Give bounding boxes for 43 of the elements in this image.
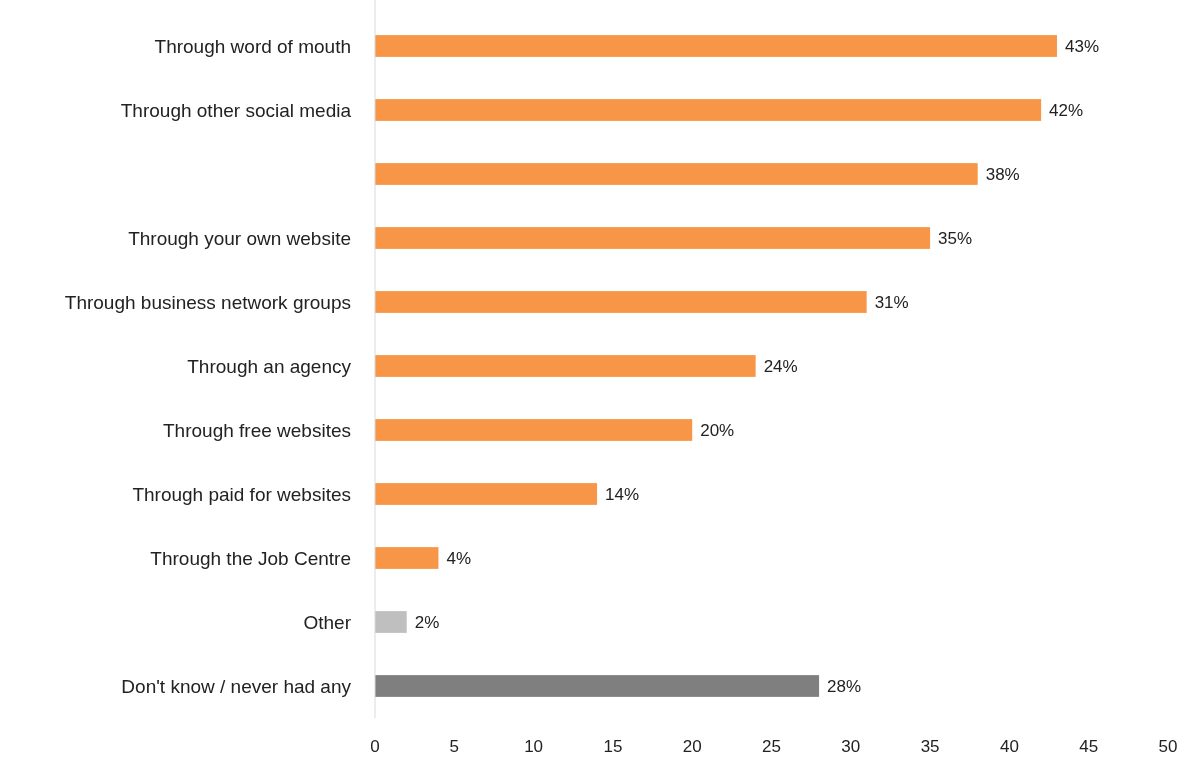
data-label: 24% (763, 356, 798, 376)
bar (375, 547, 439, 569)
y-tick-label: Through paid for websites (132, 483, 351, 505)
x-tick-label: 10 (524, 737, 544, 756)
data-label: 20% (700, 420, 735, 440)
x-tick-label: 40 (999, 737, 1019, 756)
bar (375, 291, 867, 313)
y-tick-label: Through your own website (128, 227, 351, 249)
y-tick-label: Through free websites (163, 419, 351, 441)
x-tick-label: 20 (682, 737, 702, 756)
data-label: 28% (827, 676, 862, 696)
y-tick-label: Through other social media (120, 99, 352, 121)
bar (375, 227, 931, 249)
x-tick-label: 30 (841, 737, 861, 756)
bar (375, 483, 598, 505)
data-label: 2% (414, 612, 440, 632)
data-label: 38% (985, 164, 1020, 184)
bar (375, 611, 407, 633)
y-tick-label: Other (303, 611, 352, 633)
data-label: 4% (446, 548, 472, 568)
data-label: 42% (1049, 100, 1084, 120)
y-tick-label: Through the Job Centre (150, 547, 351, 569)
bar (375, 419, 693, 441)
data-label: 43% (1064, 36, 1100, 56)
x-tick-label: 45 (1079, 737, 1099, 756)
data-label: 14% (605, 484, 640, 504)
x-tick-label: 5 (449, 737, 460, 756)
x-tick-label: 50 (1158, 737, 1178, 756)
y-tick-label: Don't know / never had any (121, 675, 352, 697)
y-tick-label: Through an agency (187, 355, 352, 377)
x-tick-label: 15 (603, 737, 623, 756)
bar (375, 355, 756, 377)
data-label: 35% (938, 228, 973, 248)
y-tick-label: Through word of mouth (154, 35, 351, 57)
bar (375, 35, 1057, 57)
bar (375, 675, 820, 697)
bar (375, 99, 1042, 121)
bar (375, 163, 978, 185)
data-label: 31% (874, 292, 909, 312)
x-tick-label: 25 (762, 737, 781, 756)
x-tick-label: 0 (370, 737, 380, 756)
x-tick-label: 35 (920, 737, 940, 756)
y-tick-label: Through business network groups (64, 291, 351, 313)
